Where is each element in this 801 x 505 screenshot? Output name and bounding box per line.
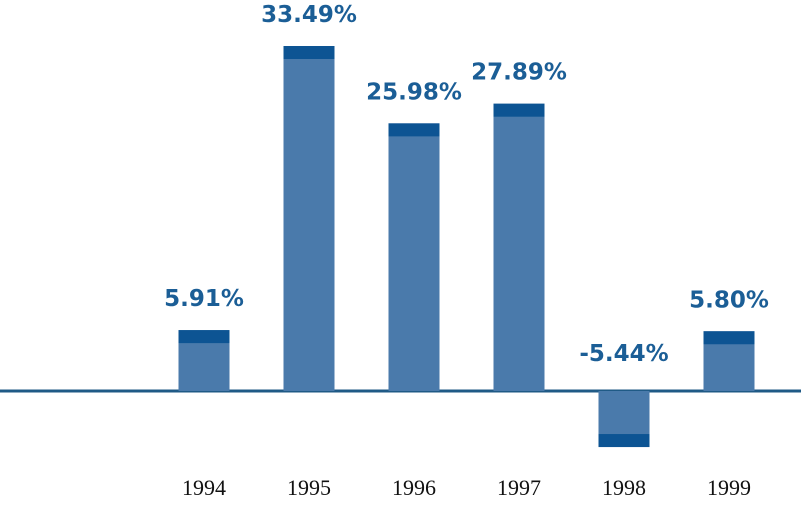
bar: [283, 46, 335, 391]
x-tick-label: 1997: [497, 475, 541, 500]
x-tick-label: 1995: [287, 475, 331, 500]
x-tick-label: 1998: [602, 475, 646, 500]
x-tick-label: 1999: [707, 475, 751, 500]
bar-cap: [598, 434, 650, 448]
bar: [493, 103, 545, 391]
value-label: 27.89%: [471, 60, 567, 86]
x-tick-label: 1996: [392, 475, 436, 500]
value-label: -5.44%: [579, 341, 668, 367]
bar-cap: [388, 123, 440, 137]
value-label: 25.98%: [366, 79, 462, 105]
x-tick-label: 1994: [182, 475, 226, 500]
value-label: 33.49%: [261, 2, 357, 28]
bar-cap: [703, 331, 755, 345]
bar: [388, 123, 440, 392]
bar-cap: [493, 103, 545, 117]
value-label: 5.91%: [164, 286, 244, 312]
value-label: 5.80%: [689, 287, 769, 313]
bar-cap: [283, 46, 335, 59]
bar-cap: [178, 330, 230, 344]
